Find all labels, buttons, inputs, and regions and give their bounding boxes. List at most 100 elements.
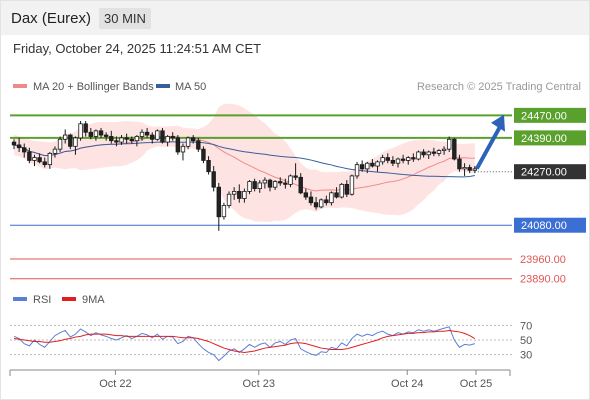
candle-body — [155, 130, 160, 140]
candle-body — [160, 130, 165, 143]
candle-body — [421, 151, 426, 156]
candle-body — [114, 140, 119, 143]
price-tag-24270.00 — [514, 164, 586, 180]
candle-body — [124, 137, 129, 140]
candle-body — [37, 157, 42, 163]
candle-body — [221, 205, 227, 218]
price-label-24390.00: 24390.00 — [521, 133, 567, 145]
legend-swatch-9ma — [62, 297, 76, 301]
candle-body — [190, 137, 196, 142]
price-tag-24080.00 — [514, 217, 586, 233]
candle-body — [365, 162, 370, 170]
candle-body — [283, 182, 288, 185]
9ma-line — [13, 329, 476, 353]
candle-body — [134, 136, 140, 142]
candle-body — [308, 196, 314, 204]
candle-body — [150, 134, 155, 140]
candle-body — [47, 152, 53, 166]
candle-body — [416, 151, 421, 160]
candle-body — [303, 192, 309, 198]
candle-body — [313, 202, 319, 208]
candle-body — [446, 138, 452, 150]
legend-swatch-ma50 — [156, 84, 170, 88]
candle-body — [226, 193, 232, 206]
interval-button[interactable]: 30 MIN — [99, 8, 151, 29]
candle-body — [318, 199, 324, 208]
x-tick-label: Oct 23 — [243, 378, 275, 390]
price-label-24470.00: 24470.00 — [521, 110, 567, 122]
candle-body — [436, 150, 442, 154]
candle-body — [370, 162, 375, 167]
candle-body — [472, 168, 477, 171]
candle-body — [411, 157, 416, 160]
candle-body — [395, 158, 401, 164]
candle-body — [431, 151, 437, 154]
candle-body — [16, 144, 22, 149]
candle-body — [278, 181, 283, 184]
candle-body — [426, 151, 431, 156]
candle-body — [339, 183, 344, 198]
candle-body — [247, 181, 252, 192]
candle-body — [73, 137, 78, 147]
candle-body — [52, 148, 58, 154]
osc-tick-50: 50 — [520, 335, 532, 347]
candle-body — [88, 131, 93, 137]
candle-body — [298, 176, 303, 194]
ma50-line — [13, 141, 475, 178]
candle-body — [329, 192, 334, 204]
candle-body — [93, 130, 99, 137]
candle-body — [375, 161, 380, 167]
candle-body — [252, 181, 257, 189]
timestamp: Friday, October 24, 2025 11:24:51 AM CET — [13, 41, 262, 56]
candle-body — [359, 164, 365, 170]
legend-label-ma50: MA 50 — [175, 81, 206, 93]
candle-body — [109, 136, 114, 142]
candle-body — [462, 167, 467, 170]
candle-body — [272, 181, 278, 188]
legend-label-bollinger: MA 20 + Bollinger Bands — [33, 81, 154, 93]
candle-body — [206, 160, 211, 173]
candle-body — [165, 136, 170, 143]
candle-body — [103, 134, 109, 137]
rsi-line — [13, 326, 475, 362]
candle-body — [324, 199, 329, 204]
candle-body — [231, 191, 237, 195]
candle-body — [11, 141, 17, 146]
candle-body — [98, 130, 104, 136]
candle-body — [119, 137, 124, 143]
candle-body — [349, 175, 355, 195]
candle-body — [216, 186, 221, 218]
candle-body — [211, 171, 216, 188]
candle-body — [267, 179, 273, 188]
price-label-24270.00: 24270.00 — [521, 167, 567, 179]
credit-text: Research © 2025 Trading Central — [417, 81, 581, 93]
projection-arrow-shaft — [475, 125, 502, 170]
chart-header: Dax (Eurex) 30 MIN — [1, 1, 589, 35]
candle-body — [196, 140, 201, 150]
price-label-24080.00: 24080.00 — [521, 220, 567, 232]
legend-swatch-rsi — [13, 297, 27, 301]
candle-body — [201, 148, 206, 161]
price-tag-24470.00 — [514, 107, 586, 123]
projection-arrow-head — [491, 114, 505, 132]
candle-body — [27, 151, 32, 161]
legend-swatch-bollinger — [13, 84, 27, 88]
candle-body — [344, 183, 349, 195]
osc-tick-30: 30 — [520, 350, 532, 362]
x-tick-label: Oct 24 — [391, 378, 423, 390]
osc-tick-70: 70 — [520, 320, 532, 332]
candle-body — [57, 138, 63, 150]
candle-body — [22, 147, 27, 153]
candle-body — [257, 182, 262, 189]
candle-body — [129, 138, 134, 142]
legend-label-rsi: RSI — [33, 294, 51, 306]
candle-body — [354, 164, 360, 177]
candle-body — [380, 157, 385, 163]
candle-body — [293, 175, 298, 178]
candle-body — [441, 148, 447, 151]
candle-body — [63, 134, 68, 140]
legend-label-9ma: 9MA — [82, 294, 105, 306]
candle-body — [139, 131, 145, 137]
price-tag-24390.00 — [514, 130, 586, 146]
